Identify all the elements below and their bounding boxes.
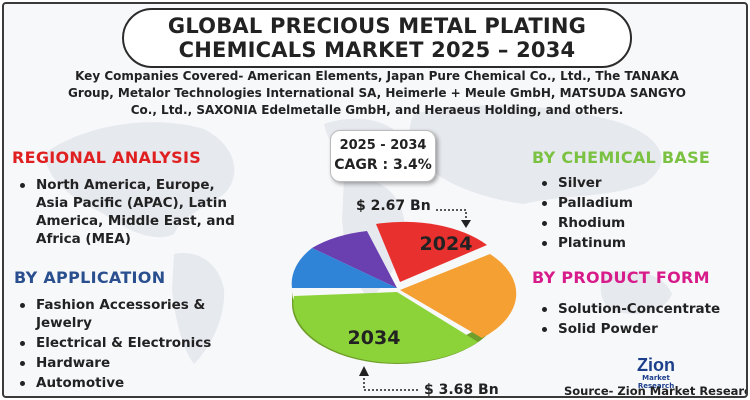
regional-analysis-heading: REGIONAL ANALYSIS (12, 148, 202, 167)
list-item: Silver (532, 174, 732, 192)
source-text: Source- Zion Market Research (564, 384, 748, 398)
amount-2034: $ 3.68 Bn (424, 382, 499, 398)
list-item: Solid Powder (532, 320, 742, 338)
by-chemical-base-heading: BY CHEMICAL BASE (532, 148, 711, 167)
cagr-value: CAGR : 3.4% (334, 157, 432, 173)
pie-slice-green (293, 292, 478, 363)
key-companies-text: Key Companies Covered- American Elements… (68, 69, 686, 117)
amount-2024-connector (436, 209, 471, 228)
title-banner: GLOBAL PRECIOUS METAL PLATING CHEMICALS … (122, 8, 632, 68)
amount-2034-connector (359, 366, 420, 391)
by-product-form-heading: BY PRODUCT FORM (532, 268, 710, 287)
pie-slice-red (376, 221, 487, 282)
zion-logo: Zion Market Research (626, 355, 686, 390)
list-item: Electrical & Electronics (10, 334, 246, 352)
market-pie-chart: 2024 2034 (291, 221, 517, 364)
logo-sub-text: Market Research (637, 374, 675, 390)
cagr-box: 2025 - 2034 CAGR : 3.4% (330, 130, 436, 182)
list-item: Platinum (532, 234, 732, 252)
list-item: Solution-Concentrate (532, 300, 742, 318)
pie-slice-purple (312, 231, 397, 288)
application-list: Fashion Accessories & Jewelry Electrical… (10, 296, 246, 392)
logo-main-text: Zion (637, 355, 675, 375)
product-form-list: Solution-Concentrate Solid Powder (532, 300, 742, 338)
list-item: Automotive (10, 374, 246, 392)
list-item: Rhodium (532, 214, 732, 232)
regional-list: North America, Europe, Asia Pacific (APA… (10, 176, 246, 248)
pie-slice-orange (400, 254, 517, 338)
pie-label-2034: 2034 (348, 327, 401, 349)
title-line-1: GLOBAL PRECIOUS METAL PLATING (167, 14, 587, 38)
amount-2024: $ 2.67 Bn (356, 198, 431, 214)
pie-label-2024: 2024 (420, 233, 473, 255)
by-application-heading: BY APPLICATION (14, 268, 166, 287)
pie-slice-blue (291, 248, 397, 288)
list-item: Fashion Accessories & Jewelry (10, 296, 246, 332)
title-line-2: CHEMICALS MARKET 2025 – 2034 (178, 38, 576, 62)
list-item: Palladium (532, 194, 732, 212)
list-item: Hardware (10, 354, 246, 372)
list-item: North America, Europe, Asia Pacific (APA… (10, 176, 246, 248)
chemical-base-list: Silver Palladium Rhodium Platinum (532, 174, 732, 252)
cagr-period: 2025 - 2034 (339, 138, 427, 153)
